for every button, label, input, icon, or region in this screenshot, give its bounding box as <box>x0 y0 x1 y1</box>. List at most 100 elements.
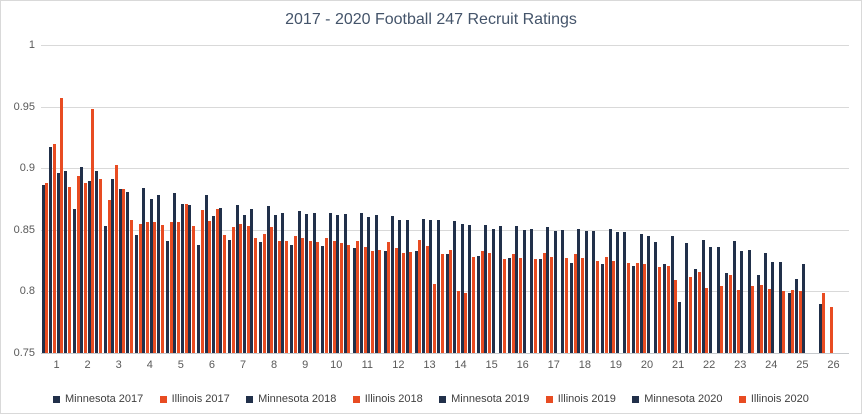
bar-illinois-2018-rank-6 <box>208 221 212 353</box>
bar-minnesota-2020-rank-4 <box>157 195 161 353</box>
legend-item-illinois-2018[interactable]: Illinois 2018 <box>352 393 423 405</box>
bar-illinois-2020-rank-7 <box>254 238 258 353</box>
bar-illinois-2017-rank-10 <box>325 238 329 353</box>
bar-minnesota-2018-rank-24 <box>763 253 767 353</box>
bar-minnesota-2017-rank-10 <box>321 245 325 353</box>
bar-minnesota-2018-rank-6 <box>204 195 208 353</box>
legend-item-minnesota-2019[interactable]: Minnesota 2019 <box>439 393 529 405</box>
bar-minnesota-2020-rank-13 <box>436 219 440 353</box>
legend-label: Minnesota 2020 <box>644 393 723 405</box>
bar-minnesota-2020-rank-1 <box>63 170 67 353</box>
bar-minnesota-2020-rank-10 <box>343 213 347 353</box>
bar-minnesota-2018-rank-12 <box>391 216 395 353</box>
bar-illinois-2017-rank-26 <box>822 292 826 353</box>
bar-minnesota-2019-rank-21 <box>678 302 682 353</box>
bar-illinois-2018-rank-26 <box>829 307 833 353</box>
x-tick-label: 4 <box>146 359 153 371</box>
x-tick-label: 5 <box>177 359 184 371</box>
bar-illinois-2020-rank-2 <box>98 179 102 353</box>
legend-swatch-icon <box>439 395 447 403</box>
bar-illinois-2018-rank-11 <box>363 247 367 353</box>
bar-illinois-2019-rank-9 <box>308 240 312 353</box>
y-tick-label: 0.8 <box>19 285 35 297</box>
bar-illinois-2017-rank-18 <box>573 254 577 353</box>
bar-illinois-2018-rank-3 <box>115 164 118 353</box>
legend-label: Minnesota 2018 <box>258 393 337 405</box>
x-tick-label: 26 <box>827 359 840 371</box>
bar-minnesota-2017-rank-26 <box>818 303 822 353</box>
bar-illinois-2019-rank-12 <box>402 253 406 353</box>
legend-item-minnesota-2017[interactable]: Minnesota 2017 <box>53 393 143 405</box>
bar-minnesota-2018-rank-17 <box>546 227 550 353</box>
bar-minnesota-2020-rank-3 <box>126 191 130 353</box>
legend: Minnesota 2017 Illinois 2017 Minnesota 201… <box>1 393 861 405</box>
bar-minnesota-2018-rank-15 <box>484 224 488 353</box>
bar-illinois-2019-rank-13 <box>433 284 437 353</box>
bar-illinois-2020-rank-14 <box>471 256 475 353</box>
x-tick-label: 8 <box>271 359 278 371</box>
legend-item-illinois-2019[interactable]: Illinois 2019 <box>545 393 616 405</box>
bar-illinois-2020-rank-21 <box>689 276 693 353</box>
bar-minnesota-2017-rank-4 <box>135 234 139 353</box>
bar-illinois-2020-rank-5 <box>191 226 195 353</box>
legend-label: Illinois 2020 <box>750 393 809 405</box>
legend-swatch-icon <box>545 395 553 403</box>
bar-minnesota-2020-rank-12 <box>405 219 409 353</box>
bar-illinois-2020-rank-24 <box>782 291 786 353</box>
bar-minnesota-2017-rank-19 <box>601 264 605 353</box>
bar-illinois-2019-rank-1 <box>60 97 64 353</box>
bar-illinois-2018-rank-15 <box>487 253 491 353</box>
y-tick-label: 0.9 <box>19 162 35 174</box>
bar-illinois-2018-rank-7 <box>239 223 243 353</box>
bar-minnesota-2019-rank-1 <box>56 173 60 353</box>
bar-illinois-2020-rank-11 <box>378 249 382 353</box>
bar-minnesota-2018-rank-25 <box>795 279 799 353</box>
bar-minnesota-2017-rank-20 <box>632 265 636 353</box>
gridline <box>41 45 849 46</box>
bar-illinois-2020-rank-12 <box>409 251 413 353</box>
bar-minnesota-2019-rank-22 <box>709 247 713 353</box>
x-tick-label: 17 <box>547 359 560 371</box>
bar-minnesota-2020-rank-16 <box>530 228 534 353</box>
bar-illinois-2020-rank-6 <box>222 234 226 353</box>
legend-item-minnesota-2020[interactable]: Minnesota 2020 <box>632 393 722 405</box>
bar-illinois-2020-rank-18 <box>595 260 599 353</box>
bar-minnesota-2020-rank-8 <box>281 212 285 353</box>
bar-minnesota-2019-rank-23 <box>740 250 744 353</box>
bar-minnesota-2019-rank-18 <box>584 231 588 353</box>
x-tick-label: 15 <box>485 359 498 371</box>
bar-illinois-2020-rank-3 <box>129 219 133 353</box>
x-tick-label: 22 <box>703 359 716 371</box>
legend-item-illinois-2020[interactable]: Illinois 2020 <box>738 393 809 405</box>
gridline <box>41 230 849 231</box>
bar-minnesota-2020-rank-2 <box>94 170 98 353</box>
bar-minnesota-2019-rank-3 <box>118 189 122 353</box>
bar-minnesota-2018-rank-22 <box>701 239 705 353</box>
bar-minnesota-2019-rank-10 <box>336 215 340 353</box>
bar-minnesota-2020-rank-15 <box>498 226 502 353</box>
bar-illinois-2017-rank-20 <box>635 263 639 353</box>
bar-minnesota-2020-rank-5 <box>188 205 192 353</box>
bar-illinois-2020-rank-4 <box>160 224 164 353</box>
bar-minnesota-2017-rank-13 <box>414 250 418 353</box>
x-tick-label: 12 <box>392 359 405 371</box>
bar-minnesota-2018-rank-21 <box>670 235 674 353</box>
legend-swatch-icon <box>53 395 60 403</box>
bar-illinois-2017-rank-8 <box>263 233 267 353</box>
bar-illinois-2020-rank-19 <box>626 263 630 353</box>
bar-illinois-2017-rank-12 <box>387 242 391 353</box>
bar-minnesota-2020-rank-9 <box>312 212 316 353</box>
bar-illinois-2019-rank-11 <box>370 250 374 353</box>
legend-item-minnesota-2018[interactable]: Minnesota 2018 <box>246 393 336 405</box>
y-tick-label: 1 <box>28 39 35 51</box>
bar-illinois-2017-rank-7 <box>231 227 235 353</box>
bar-minnesota-2017-rank-7 <box>228 239 232 353</box>
bar-minnesota-2018-rank-13 <box>422 218 426 353</box>
bar-minnesota-2019-rank-5 <box>180 203 184 353</box>
legend-item-illinois-2017[interactable]: Illinois 2017 <box>159 393 230 405</box>
bar-illinois-2020-rank-23 <box>751 286 755 353</box>
x-tick-label: 24 <box>765 359 778 371</box>
bar-minnesota-2017-rank-2 <box>72 208 76 353</box>
legend-swatch-icon <box>738 395 746 403</box>
